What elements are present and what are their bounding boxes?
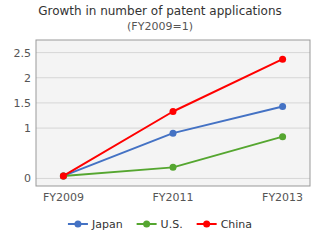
x-tick-label: FY2009	[43, 191, 84, 204]
point	[279, 133, 286, 140]
legend-item: Japan	[68, 218, 123, 231]
y-tick-label: 1.5	[14, 97, 32, 110]
legend-marker	[74, 221, 81, 228]
point	[60, 172, 67, 179]
legend-item: U.S.	[137, 218, 183, 231]
legend-item: China	[197, 218, 252, 231]
point	[170, 108, 177, 115]
y-tick-label: 0	[24, 172, 31, 185]
point	[60, 172, 67, 179]
chart: Growth in number of patent applications (…	[0, 0, 320, 238]
point	[279, 103, 286, 110]
plot-frame	[36, 40, 310, 186]
legend-marker	[143, 221, 150, 228]
x-tick-label: FY2013	[262, 191, 303, 204]
series-line	[63, 106, 282, 175]
grid-line	[36, 178, 310, 179]
legend-label: Japan	[91, 218, 123, 231]
series-group	[60, 56, 286, 180]
title: Growth in number of patent applications	[38, 4, 282, 18]
subtitle: (FY2009=1)	[127, 20, 193, 33]
grid-line	[36, 52, 310, 53]
point	[170, 130, 177, 137]
y-tick-label: 2.5	[14, 47, 32, 60]
grid-line	[36, 102, 310, 103]
grid-line	[36, 77, 310, 78]
legend-label: China	[221, 218, 252, 231]
series-line	[63, 59, 282, 176]
x-tick-label: FY2011	[152, 191, 193, 204]
point	[170, 164, 177, 171]
legend-label: U.S.	[161, 218, 183, 231]
grid-line	[36, 128, 310, 129]
y-tick-label: 2	[24, 72, 31, 85]
legend: Japan U.S. China	[68, 218, 252, 231]
plot-background	[36, 40, 310, 186]
legend-marker	[203, 221, 210, 228]
point	[60, 172, 67, 179]
point	[279, 56, 286, 63]
y-tick-label: 1	[24, 122, 31, 135]
